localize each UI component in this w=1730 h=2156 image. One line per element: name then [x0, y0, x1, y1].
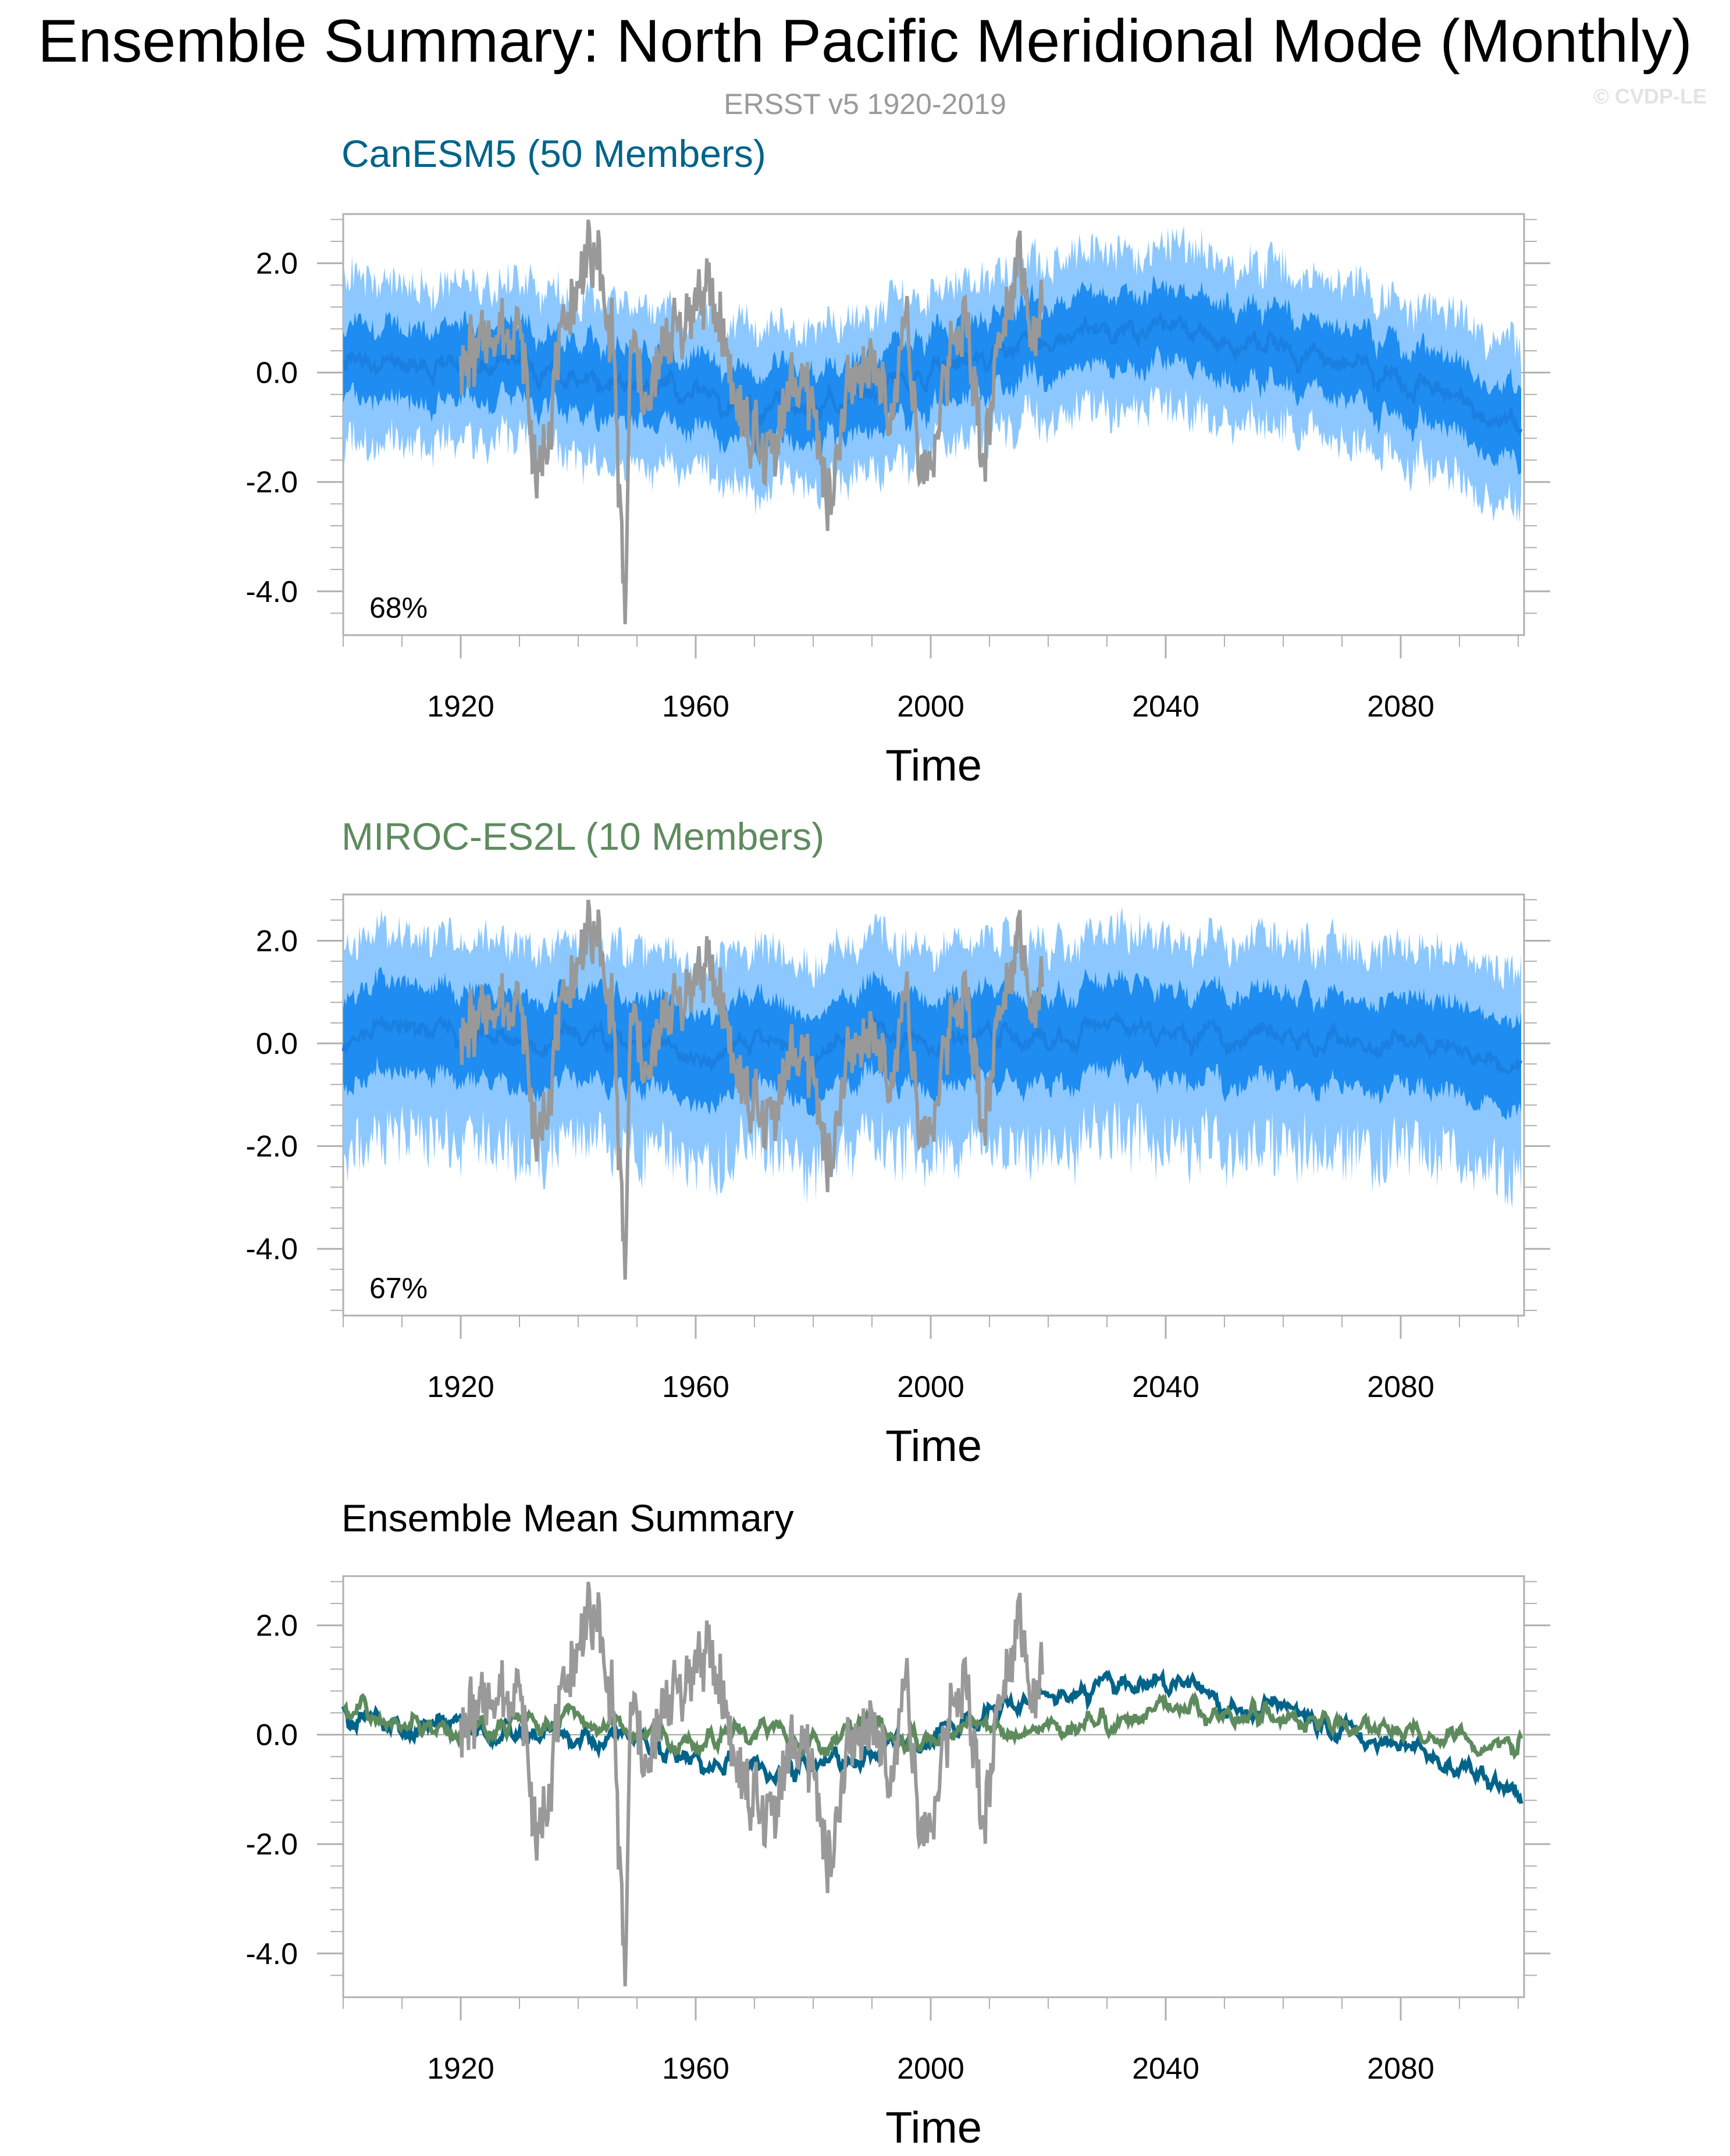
x-tick-label: 1960: [662, 1370, 729, 1404]
x-axis-title: Time: [885, 1421, 982, 1471]
x-tick-label: 1920: [427, 1370, 494, 1404]
chart-panel-2: 2.0 0.0 -2.0 -4.0 1920 1960 2000 2040 2080 Time 67…: [245, 893, 1550, 1471]
chart-panel-3: 2.0 0.0 -2.0 -4.0 1920 1960 2000 2040 2080 Time: [245, 1575, 1550, 2153]
x-tick-label: 2080: [1367, 690, 1434, 724]
y-tick-label: 0.0: [256, 357, 298, 390]
ensemble-inner-band: [343, 967, 1521, 1121]
x-tick-label: 2000: [897, 2052, 964, 2086]
y-tick-label: 0.0: [256, 1719, 298, 1752]
x-tick-label: 1920: [427, 690, 494, 724]
panel-title-miroc: MIROC-ES2L (10 Members): [341, 815, 825, 858]
ensemble-mean-line: [341, 1010, 1523, 1075]
x-tick-label: 2080: [1367, 2052, 1434, 2086]
y-tick-label: -2.0: [245, 1130, 298, 1164]
x-tick-label: 2040: [1132, 2052, 1199, 2086]
observed-series-line: [459, 899, 1044, 1280]
observed-series-line: [459, 219, 1044, 625]
x-tick-label: 2080: [1367, 1370, 1434, 1404]
y-tick-label: -4.0: [245, 1232, 298, 1266]
y-tick-label: 2.0: [256, 924, 298, 958]
observed-series-line: [459, 1581, 1044, 1987]
y-tick-label: -4.0: [245, 1937, 298, 1971]
match-percentage-label: 68%: [369, 591, 428, 624]
plot-frame: [342, 1575, 1525, 1998]
y-tick-label: -2.0: [245, 466, 298, 500]
y-tick-label: -2.0: [245, 1828, 298, 1862]
x-tick-label: 2040: [1132, 1370, 1199, 1404]
x-axis-title: Time: [885, 741, 982, 790]
panel-title-ensemble-mean: Ensemble Mean Summary: [341, 1496, 794, 1540]
y-tick-label: 0.0: [256, 1027, 298, 1061]
panel-title-canesm5: CanESM5 (50 Members): [341, 132, 766, 175]
x-tick-label: 1920: [427, 2052, 494, 2086]
ensemble-mean-line: [343, 311, 1523, 436]
y-tick-label: -4.0: [245, 575, 298, 609]
miroc-mean-line: [343, 1691, 1523, 1761]
main-title: Ensemble Summary: North Pacific Meridion…: [38, 8, 1692, 75]
copyright-label: © CVDP-LE: [1593, 84, 1707, 108]
chart-panel-1: 2.0 0.0 -2.0 -4.0 1920 1960 2000 2040 2080 Time 68…: [245, 213, 1550, 790]
y-tick-label: 2.0: [256, 1609, 298, 1643]
x-tick-label: 2000: [897, 690, 964, 724]
match-percentage-label: 67%: [369, 1272, 428, 1305]
ensemble-inner-band: [343, 276, 1521, 475]
y-tick-label: 2.0: [256, 247, 298, 281]
x-tick-label: 2000: [897, 1370, 964, 1404]
x-tick-label: 2040: [1132, 690, 1199, 724]
x-tick-label: 1960: [662, 2052, 729, 2086]
x-tick-label: 1960: [662, 690, 729, 724]
x-axis-title: Time: [885, 2103, 982, 2153]
subtitle: ERSST v5 1920-2019: [724, 88, 1006, 120]
